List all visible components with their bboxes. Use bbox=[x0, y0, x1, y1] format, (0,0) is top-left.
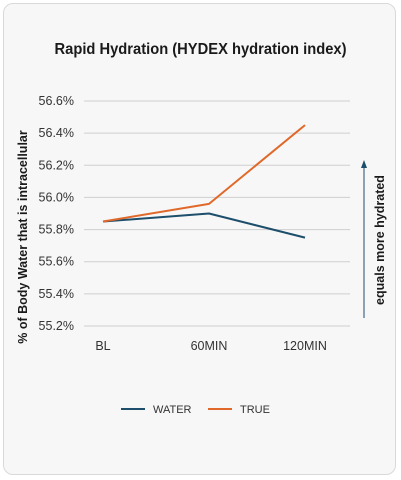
y-axis-label: % of Body Water that is intracellular bbox=[16, 130, 30, 344]
y-axis-ticks: 56.6% 56.4% 56.2% 56.0% 55.8% 55.6% 55.4% 55.2% bbox=[39, 94, 74, 333]
y-tick-label: 55.4% bbox=[39, 287, 74, 301]
y-tick-label: 56.6% bbox=[39, 94, 74, 108]
chart-card bbox=[3, 3, 396, 475]
x-tick-label: 60MIN bbox=[191, 339, 228, 353]
y-tick-label: 55.8% bbox=[39, 223, 74, 237]
x-tick-label: BL bbox=[95, 339, 110, 353]
side-annotation: equals more hydrated bbox=[373, 175, 387, 305]
arrow-head-icon bbox=[361, 160, 367, 168]
series-line-water bbox=[102, 212, 306, 239]
series-line-true bbox=[102, 124, 306, 223]
x-axis-ticks: BL 60MIN 120MIN bbox=[95, 339, 327, 353]
y-tick-label: 56.0% bbox=[39, 190, 74, 204]
y-tick-label: 55.2% bbox=[39, 319, 74, 333]
legend-label-true: TRUE bbox=[240, 404, 270, 416]
y-tick-label: 56.2% bbox=[39, 158, 74, 172]
y-tick-label: 56.4% bbox=[39, 126, 74, 140]
legend: WATER TRUE bbox=[121, 404, 270, 416]
gridlines bbox=[84, 100, 350, 327]
x-tick-label: 120MIN bbox=[283, 339, 327, 353]
chart-title: Rapid Hydration (HYDEX hydration index) bbox=[54, 41, 347, 58]
y-tick-label: 55.6% bbox=[39, 255, 74, 269]
legend-label-water: WATER bbox=[153, 404, 192, 416]
series-lines bbox=[102, 124, 306, 239]
